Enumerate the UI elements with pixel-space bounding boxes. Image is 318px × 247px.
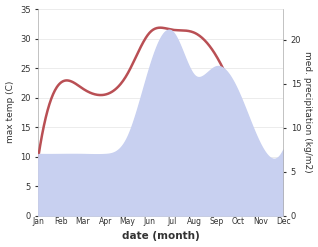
X-axis label: date (month): date (month) (122, 231, 200, 242)
Y-axis label: max temp (C): max temp (C) (5, 81, 15, 144)
Y-axis label: med. precipitation (kg/m2): med. precipitation (kg/m2) (303, 51, 313, 173)
